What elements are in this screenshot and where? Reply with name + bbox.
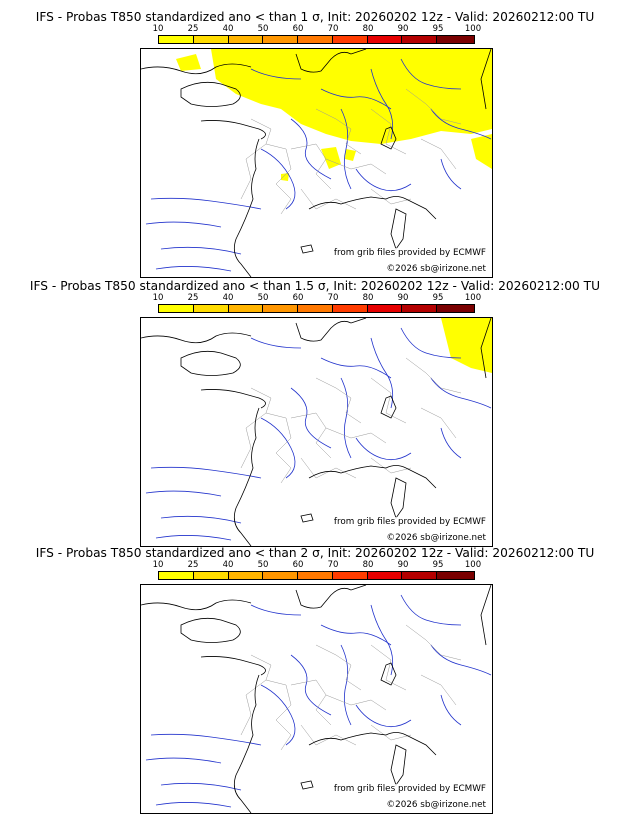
colorbar-tick-label: 60 [292,293,304,303]
colorbar-segment [298,572,333,579]
colorbar-segment [437,572,475,579]
source-credit: from grib files provided by ECMWF [333,248,486,258]
rivers-layer [145,594,492,808]
colorbar-tick-label: 100 [464,24,482,34]
source-credit: from grib files provided by ECMWF [333,784,486,794]
colorbar-tick-label: 95 [432,293,444,303]
probability-region [281,173,289,181]
colorbar-tick-label: 95 [432,24,444,34]
colorbar-tick-label: 100 [464,560,482,570]
colorbar-segment [263,305,299,312]
panel-title: IFS - Probas T850 standardized ano < tha… [29,279,601,293]
colorbar-tick-label: 40 [222,293,234,303]
probability-map: from grib files provided by ECMWF ©2026 … [140,584,493,814]
probability-region [441,318,492,373]
colorbar-tick-label: 25 [187,24,199,34]
colorbar-tick-label: 80 [362,560,374,570]
colorbar-tick-label: 50 [257,293,269,303]
colorbar-segment [159,305,194,312]
colorbar-tick-label: 70 [327,560,339,570]
colorbar-segment [298,305,333,312]
colorbar-segment [159,572,194,579]
colorbar-labels: 10 25 40 50 60 70 80 90 95 100 [153,560,482,571]
map-panel-2: IFS - Probas T850 standardized ano < tha… [0,279,630,549]
colorbar-segment [228,572,264,579]
borders-layer [240,624,462,751]
colorbar-tick-label: 60 [292,560,304,570]
colorbar-tick-label: 50 [257,560,269,570]
colorbar-tick-label: 10 [152,293,164,303]
borders-layer [240,88,462,215]
probability-map: from grib files provided by ECMWF ©2026 … [140,48,493,278]
colorbar-tick-label: 40 [222,560,234,570]
colorbar-tick-label: 40 [222,24,234,34]
colorbar-segment [332,572,368,579]
map-panel-1: IFS - Probas T850 standardized ano < tha… [0,10,630,280]
map-canvas [141,585,492,813]
colorbar [158,304,475,313]
probability-area [176,49,492,181]
colorbar-segment [367,305,403,312]
colorbar-segment [367,572,403,579]
rivers-layer [145,327,492,541]
colorbar-segment [193,305,229,312]
colorbar-tick-label: 70 [327,24,339,34]
colorbar-segment [263,36,299,43]
colorbar-tick-label: 90 [397,24,409,34]
colorbar-segment [263,572,299,579]
colorbar-labels: 10 25 40 50 60 70 80 90 95 100 [153,293,482,304]
probability-region [471,134,492,169]
colorbar-segment [437,305,475,312]
probability-map: from grib files provided by ECMWF ©2026 … [140,317,493,547]
colorbar-tick-label: 60 [292,24,304,34]
colorbar-segment [193,36,229,43]
coastline-layer [141,318,492,546]
colorbar-segment [402,305,438,312]
coastline-layer [141,49,492,277]
map-canvas [141,318,492,546]
colorbar-segment [367,36,403,43]
colorbar [158,571,475,580]
colorbar-segment [228,36,264,43]
copyright-text: ©2026 sb@irizone.net [386,533,486,543]
rivers-layer [145,58,492,272]
probability-area [441,318,492,373]
probability-region [211,49,492,144]
colorbar-segment [437,36,475,43]
colorbar-tick-label: 80 [362,293,374,303]
colorbar-segment [298,36,333,43]
colorbar-tick-label: 10 [152,24,164,34]
borders-layer [240,357,462,484]
colorbar-tick-label: 25 [187,293,199,303]
colorbar-segment [159,36,194,43]
source-credit: from grib files provided by ECMWF [333,517,486,527]
colorbar-segment [193,572,229,579]
colorbar-segment [332,36,368,43]
colorbar-tick-label: 10 [152,560,164,570]
colorbar-tick-label: 70 [327,293,339,303]
colorbar-tick-label: 90 [397,560,409,570]
copyright-text: ©2026 sb@irizone.net [386,264,486,274]
probability-region [345,149,356,161]
colorbar-tick-label: 25 [187,560,199,570]
colorbar-segment [402,36,438,43]
colorbar-tick-label: 90 [397,293,409,303]
colorbar-tick-label: 100 [464,293,482,303]
colorbar-tick-label: 50 [257,24,269,34]
colorbar-tick-label: 80 [362,24,374,34]
colorbar [158,35,475,44]
colorbar-segment [228,305,264,312]
probability-region [176,54,201,71]
colorbar-labels: 10 25 40 50 60 70 80 90 95 100 [153,24,482,35]
map-panel-3: IFS - Probas T850 standardized ano < tha… [0,546,630,816]
colorbar-segment [402,572,438,579]
probability-region [321,147,341,169]
panel-title: IFS - Probas T850 standardized ano < tha… [35,546,595,560]
copyright-text: ©2026 sb@irizone.net [386,800,486,810]
map-canvas [141,49,492,277]
colorbar-segment [332,305,368,312]
panel-title: IFS - Probas T850 standardized ano < tha… [35,10,595,24]
colorbar-tick-label: 95 [432,560,444,570]
coastline-layer [141,585,492,813]
